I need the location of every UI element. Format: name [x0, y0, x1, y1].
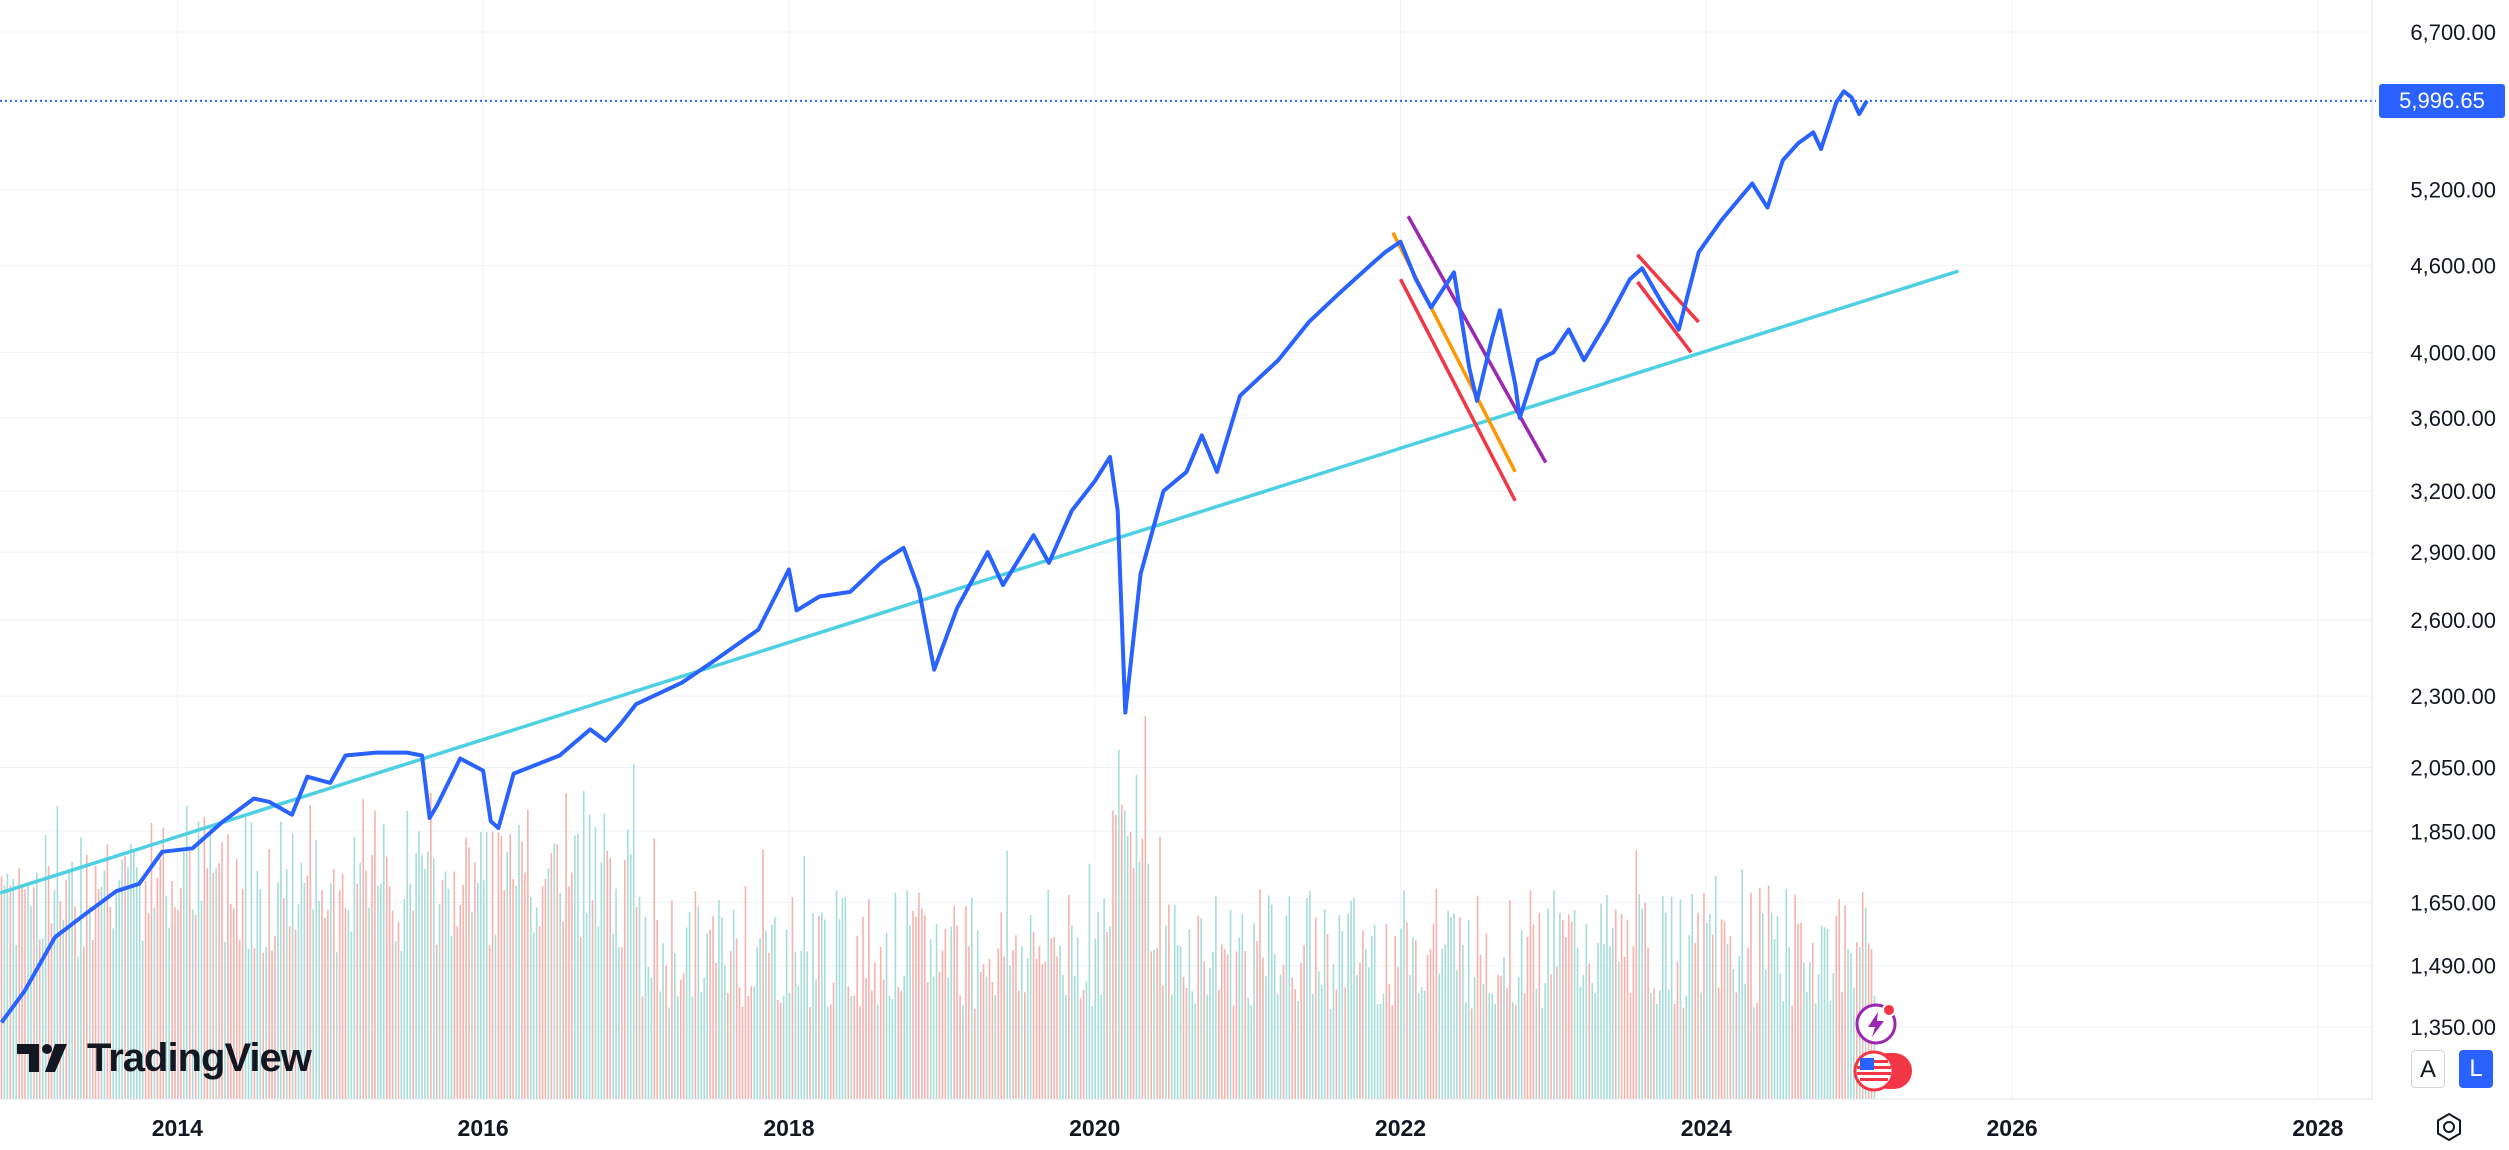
time-axis[interactable]: 2014 2016 2018 2020 2022 2024 2026 2028	[152, 1115, 2344, 1141]
lightning-icon[interactable]	[1854, 1002, 1898, 1046]
price-axis-label: 1,650.00	[2410, 890, 2496, 915]
volume-histogram	[0, 715, 1876, 1099]
price-axis-label: 5,200.00	[2410, 177, 2496, 202]
drawing-trendlines[interactable]	[0, 215, 1960, 895]
price-axis-label: 4,600.00	[2410, 254, 2496, 279]
auto-scale-button[interactable]: A	[2411, 1050, 2445, 1088]
tradingview-logo-icon	[17, 1044, 67, 1072]
time-axis-label: 2016	[458, 1115, 509, 1141]
time-axis-label: 2014	[152, 1115, 203, 1141]
time-axis-label: 2028	[2292, 1115, 2343, 1141]
price-axis-label: 1,850.00	[2410, 819, 2496, 844]
time-axis-label: 2018	[763, 1115, 814, 1141]
price-axis-label: 4,000.00	[2410, 340, 2496, 365]
price-axis[interactable]: 6,700.00 5,200.00 4,600.00 4,000.00 3,600.00…	[2410, 20, 2496, 1040]
price-axis-label: 1,350.00	[2410, 1015, 2496, 1040]
gear-icon[interactable]	[2434, 1112, 2464, 1142]
price-axis-label: 2,300.00	[2410, 684, 2496, 709]
price-axis-label: 1,490.00	[2410, 954, 2496, 979]
trendline	[1636, 253, 1700, 324]
time-axis-label: 2024	[1681, 1115, 1732, 1141]
trendline	[1636, 280, 1693, 354]
trendline	[1406, 215, 1548, 464]
logo-wordmark: TradingView	[87, 1035, 312, 1080]
time-axis-label: 2022	[1375, 1115, 1426, 1141]
time-axis-label: 2026	[1987, 1115, 2038, 1141]
trendline	[1398, 278, 1517, 502]
price-axis-label: 2,900.00	[2410, 540, 2496, 565]
chart-grid	[0, 0, 2372, 1099]
trendline	[0, 269, 1960, 895]
price-axis-label: 3,200.00	[2410, 479, 2496, 504]
price-axis-label: 2,600.00	[2410, 608, 2496, 633]
log-scale-button[interactable]: L	[2459, 1050, 2493, 1088]
time-axis-label: 2020	[1069, 1115, 1120, 1141]
tradingview-logo[interactable]: TradingView	[17, 1035, 312, 1080]
last-price-label: 5,996.65	[2379, 83, 2505, 118]
price-axis-label: 3,600.00	[2410, 406, 2496, 431]
price-axis-label: 2,050.00	[2410, 756, 2496, 781]
price-axis-label: 6,700.00	[2410, 20, 2496, 45]
us-flag-icon[interactable]	[1852, 1049, 1914, 1093]
price-series-line	[0, 89, 1869, 1024]
